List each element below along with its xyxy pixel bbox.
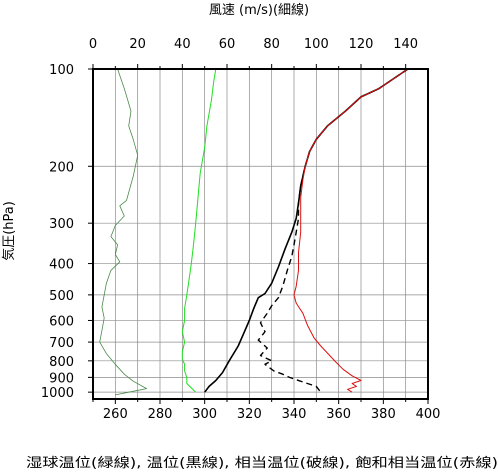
tick-layer: 260 280 300 320 340 360 380 400 0 20 40 60 80 100 120 1… <box>41 37 441 422</box>
x-top-tick-label: 140 <box>393 37 418 52</box>
y-tick-label: 700 <box>49 336 74 351</box>
y-tick-label: 1000 <box>41 386 74 401</box>
y-tick-label: 400 <box>49 258 74 273</box>
series-line-温位 <box>204 68 409 393</box>
x-bottom-tick-label: 380 <box>371 407 396 422</box>
x-top-tick-label: 20 <box>129 37 146 52</box>
x-bottom-tick-label: 360 <box>326 407 351 422</box>
top-axis-title: 風速 (m/s)(細線) <box>209 2 309 18</box>
x-top-tick-label: 120 <box>349 37 374 52</box>
bottom-axis-title: 湿球温位(緑線), 温位(黒線), 相当温位(破線), 飽和相当温位(赤線) <box>26 455 498 471</box>
series-line-相当温位 <box>257 68 409 393</box>
series-line-風速 <box>99 68 147 396</box>
x-top-tick-label: 40 <box>174 37 191 52</box>
x-bottom-tick-label: 400 <box>416 407 441 422</box>
y-tick-label: 200 <box>49 160 74 175</box>
y-tick-label: 600 <box>49 314 74 329</box>
series-line-湿球温位 <box>181 68 217 393</box>
x-top-tick-label: 80 <box>263 37 280 52</box>
x-bottom-tick-label: 340 <box>282 407 307 422</box>
x-top-tick-label: 100 <box>304 37 329 52</box>
x-top-tick-label: 0 <box>89 37 97 52</box>
x-bottom-tick-label: 320 <box>237 407 262 422</box>
x-bottom-tick-label: 260 <box>103 407 128 422</box>
y-tick-label: 800 <box>49 355 74 370</box>
y-tick-label: 100 <box>49 63 74 78</box>
plot-frame <box>92 68 429 400</box>
grid-layer <box>93 68 428 399</box>
left-axis-title: 気圧(hPa) <box>1 201 17 261</box>
series-line-飽和相当温位 <box>293 68 409 393</box>
y-tick-label: 500 <box>49 289 74 304</box>
y-tick-label: 900 <box>49 371 74 386</box>
series-layer <box>99 68 409 396</box>
x-bottom-tick-label: 300 <box>192 407 217 422</box>
x-top-tick-label: 60 <box>219 37 236 52</box>
y-tick-label: 300 <box>49 217 74 232</box>
x-bottom-tick-label: 280 <box>148 407 173 422</box>
